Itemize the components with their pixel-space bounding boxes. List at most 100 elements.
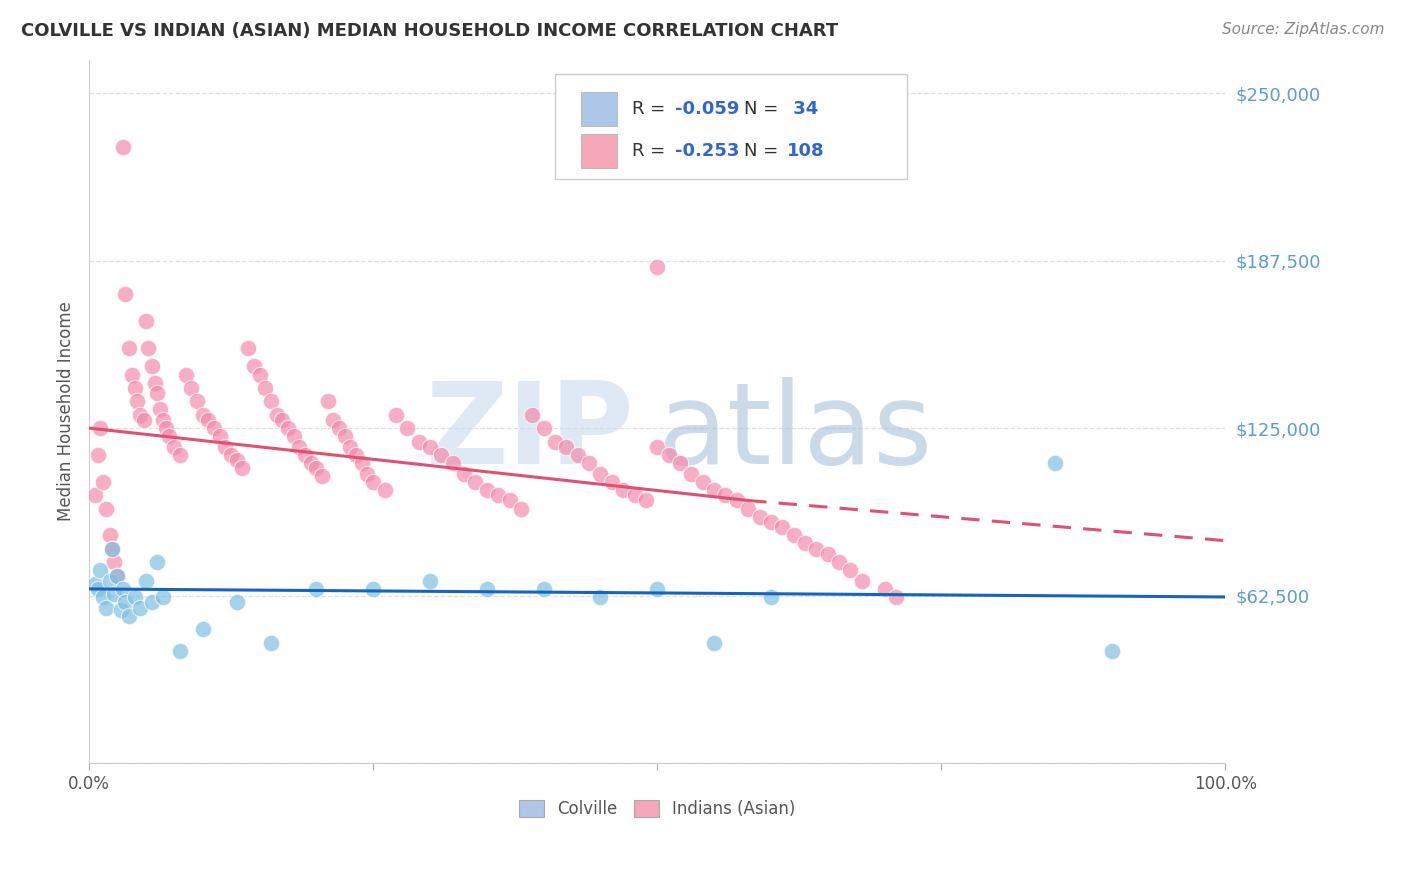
Point bbox=[112, 582, 135, 596]
Legend: Colville, Indians (Asian): Colville, Indians (Asian) bbox=[512, 794, 803, 825]
Point bbox=[748, 509, 770, 524]
Point bbox=[191, 408, 214, 422]
Point bbox=[152, 590, 174, 604]
Point bbox=[277, 421, 299, 435]
Point bbox=[132, 413, 155, 427]
Point bbox=[396, 421, 419, 435]
Y-axis label: Median Household Income: Median Household Income bbox=[58, 301, 75, 521]
Point bbox=[453, 467, 475, 481]
Point bbox=[146, 386, 169, 401]
Point bbox=[533, 421, 555, 435]
Point bbox=[373, 483, 395, 497]
Point bbox=[83, 488, 105, 502]
Point bbox=[486, 488, 509, 502]
Point bbox=[141, 595, 163, 609]
Point bbox=[152, 413, 174, 427]
Text: N =: N = bbox=[744, 142, 783, 160]
Point bbox=[146, 555, 169, 569]
Point bbox=[249, 368, 271, 382]
Point bbox=[103, 587, 125, 601]
Point bbox=[112, 139, 135, 153]
Point bbox=[333, 429, 356, 443]
Text: ZIP: ZIP bbox=[426, 377, 634, 488]
Point bbox=[299, 456, 322, 470]
Point bbox=[339, 440, 361, 454]
Point bbox=[89, 421, 111, 435]
Point bbox=[884, 590, 907, 604]
Point bbox=[589, 590, 612, 604]
Point bbox=[124, 381, 146, 395]
Point bbox=[851, 574, 873, 588]
Point bbox=[692, 475, 714, 489]
Text: R =: R = bbox=[633, 100, 671, 118]
Point bbox=[311, 469, 333, 483]
Point bbox=[136, 341, 159, 355]
Point bbox=[288, 440, 311, 454]
Point bbox=[271, 413, 294, 427]
Point bbox=[839, 563, 862, 577]
Point bbox=[430, 448, 453, 462]
Point bbox=[169, 448, 191, 462]
Point bbox=[703, 483, 725, 497]
FancyBboxPatch shape bbox=[581, 92, 617, 126]
Point bbox=[305, 461, 328, 475]
Point bbox=[103, 555, 125, 569]
Point bbox=[91, 590, 114, 604]
Point bbox=[544, 434, 567, 449]
Point bbox=[174, 368, 197, 382]
Point bbox=[817, 547, 839, 561]
Point bbox=[143, 376, 166, 390]
Point bbox=[344, 448, 367, 462]
Point bbox=[87, 448, 110, 462]
Point bbox=[645, 260, 668, 275]
Point bbox=[356, 467, 378, 481]
Point bbox=[1043, 456, 1066, 470]
Point bbox=[124, 590, 146, 604]
FancyBboxPatch shape bbox=[555, 74, 907, 179]
Point bbox=[714, 488, 737, 502]
Point bbox=[129, 408, 152, 422]
Point bbox=[155, 421, 177, 435]
Point bbox=[225, 453, 247, 467]
Point bbox=[522, 408, 544, 422]
Point bbox=[225, 595, 247, 609]
Point bbox=[121, 368, 143, 382]
Point bbox=[231, 461, 253, 475]
Point bbox=[101, 541, 124, 556]
Point bbox=[645, 582, 668, 596]
Point bbox=[98, 528, 121, 542]
Point bbox=[191, 622, 214, 636]
Point bbox=[645, 440, 668, 454]
Point bbox=[219, 448, 242, 462]
Point bbox=[148, 402, 170, 417]
Point bbox=[305, 582, 328, 596]
Point bbox=[408, 434, 430, 449]
Point bbox=[385, 408, 408, 422]
Text: Source: ZipAtlas.com: Source: ZipAtlas.com bbox=[1222, 22, 1385, 37]
Point bbox=[118, 608, 141, 623]
Point bbox=[681, 467, 703, 481]
Point bbox=[759, 515, 782, 529]
Point bbox=[737, 501, 759, 516]
Text: 108: 108 bbox=[787, 142, 824, 160]
Point bbox=[107, 568, 129, 582]
Point bbox=[83, 576, 105, 591]
Point bbox=[101, 541, 124, 556]
Text: R =: R = bbox=[633, 142, 671, 160]
Point bbox=[94, 600, 117, 615]
Point bbox=[266, 408, 288, 422]
Point bbox=[578, 456, 600, 470]
Point bbox=[243, 359, 266, 374]
Point bbox=[498, 493, 520, 508]
FancyBboxPatch shape bbox=[581, 134, 617, 169]
Point bbox=[759, 590, 782, 604]
Point bbox=[129, 600, 152, 615]
Point bbox=[567, 448, 589, 462]
Point bbox=[118, 341, 141, 355]
Point bbox=[623, 488, 645, 502]
Point bbox=[114, 287, 136, 301]
Point bbox=[110, 603, 132, 617]
Point bbox=[98, 574, 121, 588]
Point bbox=[107, 568, 129, 582]
Point bbox=[509, 501, 531, 516]
